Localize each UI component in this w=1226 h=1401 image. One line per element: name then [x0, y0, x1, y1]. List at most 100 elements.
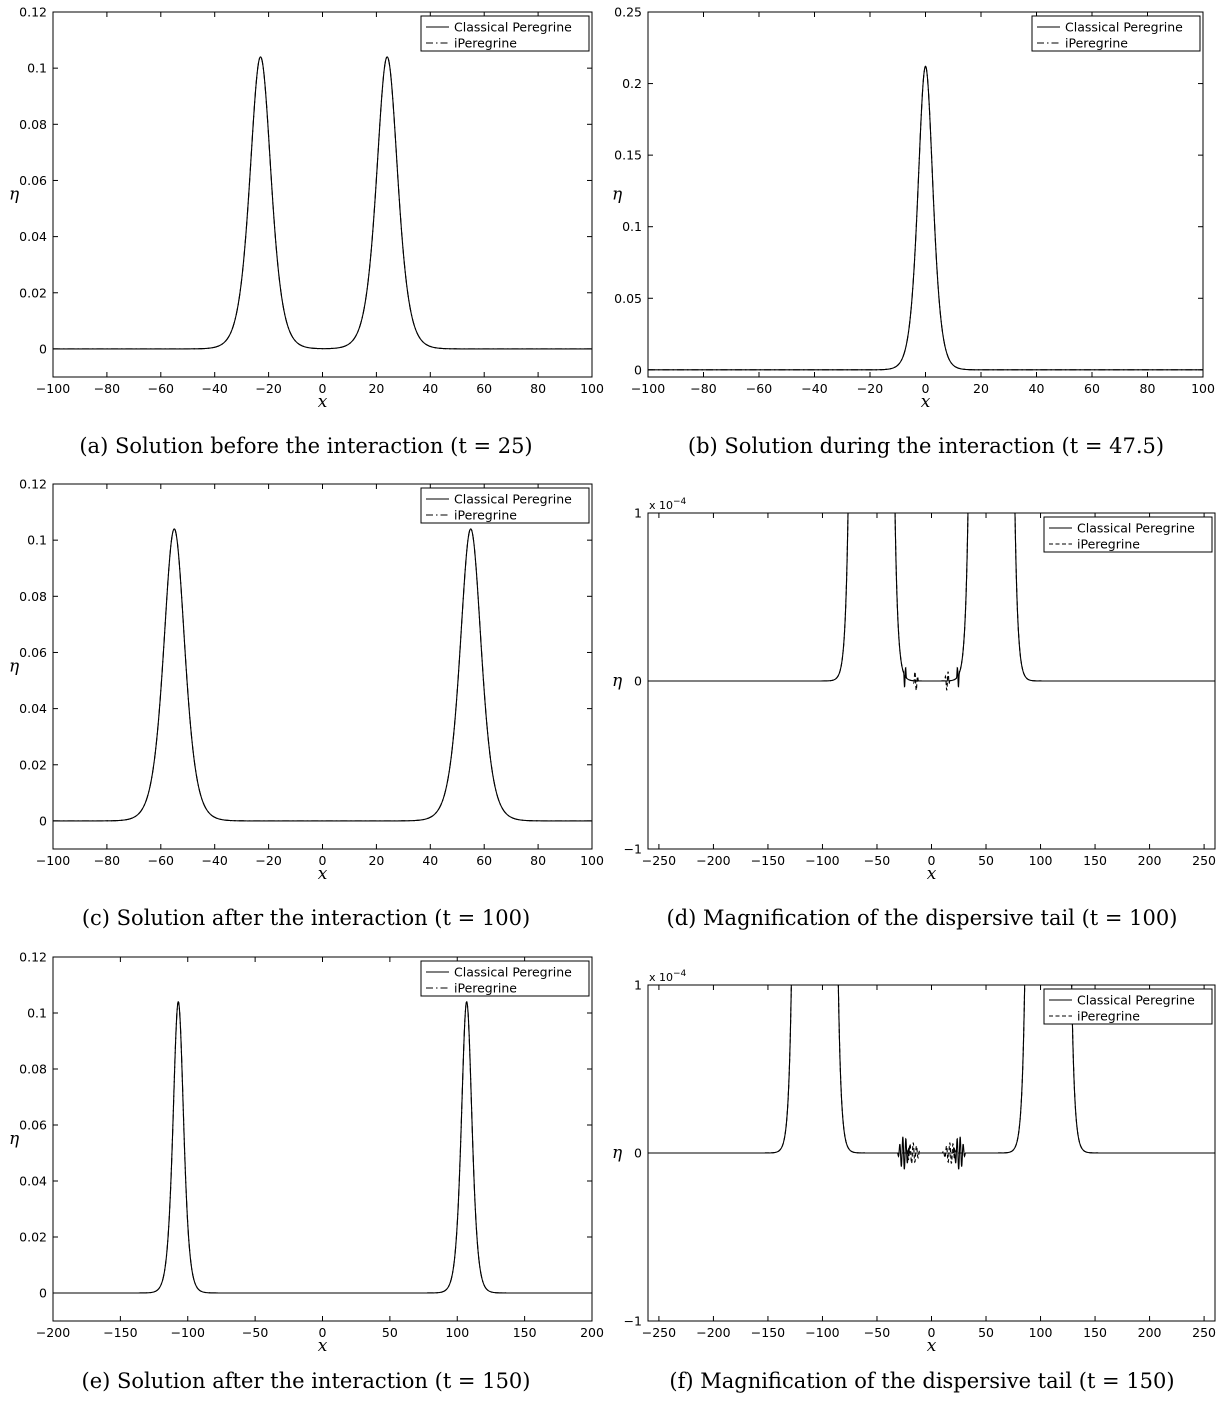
x-axis-label: x [921, 392, 931, 412]
y-tick-label: 0.25 [614, 5, 642, 20]
x-axis-label: x [318, 1336, 328, 1356]
legend-entry: Classical Peregrine [1077, 993, 1195, 1008]
x-tick-label: 0 [319, 853, 327, 868]
x-tick-label: −150 [751, 1325, 785, 1340]
legend-entry: iPeregrine [1077, 537, 1140, 552]
y-tick-label: 0.1 [622, 219, 642, 234]
series-line-iperegrine [53, 56, 592, 350]
x-tick-label: −40 [202, 381, 228, 396]
x-tick-label: 250 [1192, 853, 1216, 868]
x-tick-label: −100 [805, 1325, 839, 1340]
y-axis-label: η [9, 185, 20, 205]
x-tick-label: 60 [476, 381, 492, 396]
y-tick-label: 0.12 [19, 950, 47, 965]
x-tick-label: −100 [36, 853, 70, 868]
y-tick-label: 0.12 [19, 5, 47, 20]
y-tick-label: 0.15 [614, 148, 642, 163]
x-tick-label: −50 [864, 853, 890, 868]
y-axis-label: η [612, 185, 623, 205]
y-multiplier: x 10−4 [649, 969, 687, 984]
x-tick-label: 20 [973, 381, 989, 396]
x-tick-label: −20 [857, 381, 883, 396]
x-tick-label: 150 [1083, 853, 1107, 868]
y-tick-label: 0.04 [19, 1174, 47, 1189]
y-tick-label: 0.02 [19, 285, 47, 300]
y-axis-label: η [9, 657, 20, 677]
y-tick-label: 0.02 [19, 757, 47, 772]
x-tick-label: −150 [751, 853, 785, 868]
y-tick-label: 0.04 [19, 701, 47, 716]
x-tick-label: −150 [103, 1325, 137, 1340]
y-tick-label: 0.1 [27, 533, 47, 548]
x-tick-label: −60 [148, 853, 174, 868]
y-tick-label: 0.2 [622, 76, 642, 91]
x-tick-label: 50 [382, 1325, 398, 1340]
y-tick-label: 0.1 [27, 61, 47, 76]
x-tick-label: −20 [255, 381, 281, 396]
x-tick-label: −40 [202, 853, 228, 868]
y-tick-label: 0.08 [19, 1062, 47, 1077]
x-tick-label: −80 [94, 381, 120, 396]
x-tick-label: −40 [801, 381, 827, 396]
x-tick-label: 60 [476, 853, 492, 868]
y-tick-label: 0 [39, 813, 47, 828]
x-tick-label: 200 [1138, 1325, 1162, 1340]
x-tick-label: 50 [978, 853, 994, 868]
x-tick-label: −250 [642, 853, 676, 868]
legend-entry: iPeregrine [454, 508, 517, 523]
x-tick-label: 100 [1191, 381, 1215, 396]
x-tick-label: −60 [746, 381, 772, 396]
y-tick-label: 0.08 [19, 117, 47, 132]
x-tick-label: −200 [36, 1325, 70, 1340]
x-tick-label: 150 [513, 1325, 537, 1340]
legend-entry: iPeregrine [1065, 36, 1128, 51]
x-tick-label: 100 [1029, 853, 1053, 868]
y-tick-label: 0.02 [19, 1230, 47, 1245]
y-tick-label: 0.06 [19, 645, 47, 660]
series-line-iperegrine [648, 513, 1215, 691]
y-tick-label: 0 [634, 362, 642, 377]
x-tick-label: −60 [148, 381, 174, 396]
x-tick-label: 250 [1192, 1325, 1216, 1340]
x-axis-label: x [927, 1336, 937, 1356]
x-tick-label: −200 [696, 1325, 730, 1340]
x-tick-label: −100 [805, 853, 839, 868]
x-tick-label: 80 [1140, 381, 1156, 396]
panel-caption: (d) Magnification of the dispersive tail… [667, 906, 1178, 930]
legend-entry: Classical Peregrine [1065, 20, 1183, 35]
legend-entry: Classical Peregrine [454, 20, 572, 35]
x-tick-label: 100 [1029, 1325, 1053, 1340]
series-line-iperegrine [53, 1001, 592, 1294]
panel-1: −100 −80 −60 −40 −20 0 20 40 60 80 100 0 0.02 0.04 0.0… [9, 5, 604, 459]
y-tick-label: 0.12 [19, 477, 47, 492]
x-tick-label: 20 [368, 381, 384, 396]
y-tick-label: −1 [624, 1314, 642, 1329]
panel-3: −100 −80 −60 −40 −20 0 20 40 60 80 100 0 0.02 0.04 0.0… [9, 477, 604, 931]
y-multiplier: x 10−4 [649, 497, 687, 512]
y-axis-label: η [9, 1129, 20, 1149]
axes-frame [52, 11, 593, 378]
panel-2: −100 −80 −60 −40 −20 0 20 40 60 80 100 0 0.05 0.1 0.15… [612, 5, 1215, 459]
series-line-iperegrine [53, 528, 592, 822]
x-tick-label: −50 [864, 1325, 890, 1340]
x-axis-label: x [318, 392, 328, 412]
x-tick-label: −20 [255, 853, 281, 868]
y-tick-label: 0 [634, 674, 642, 689]
x-tick-label: 40 [1029, 381, 1045, 396]
x-axis-label: x [927, 864, 937, 884]
x-tick-label: 100 [580, 853, 604, 868]
x-tick-label: 20 [368, 853, 384, 868]
legend-entry: Classical Peregrine [454, 965, 572, 980]
y-tick-label: 0.05 [614, 291, 642, 306]
series-line-iperegrine [648, 65, 1203, 371]
legend-entry: iPeregrine [1077, 1009, 1140, 1024]
panel-caption: (c) Solution after the interaction (t = … [82, 906, 530, 930]
x-tick-label: 40 [422, 853, 438, 868]
x-tick-label: 0 [319, 1325, 327, 1340]
series-line-classical-peregrine [53, 528, 592, 822]
x-tick-label: 80 [530, 853, 546, 868]
x-tick-label: −100 [36, 381, 70, 396]
